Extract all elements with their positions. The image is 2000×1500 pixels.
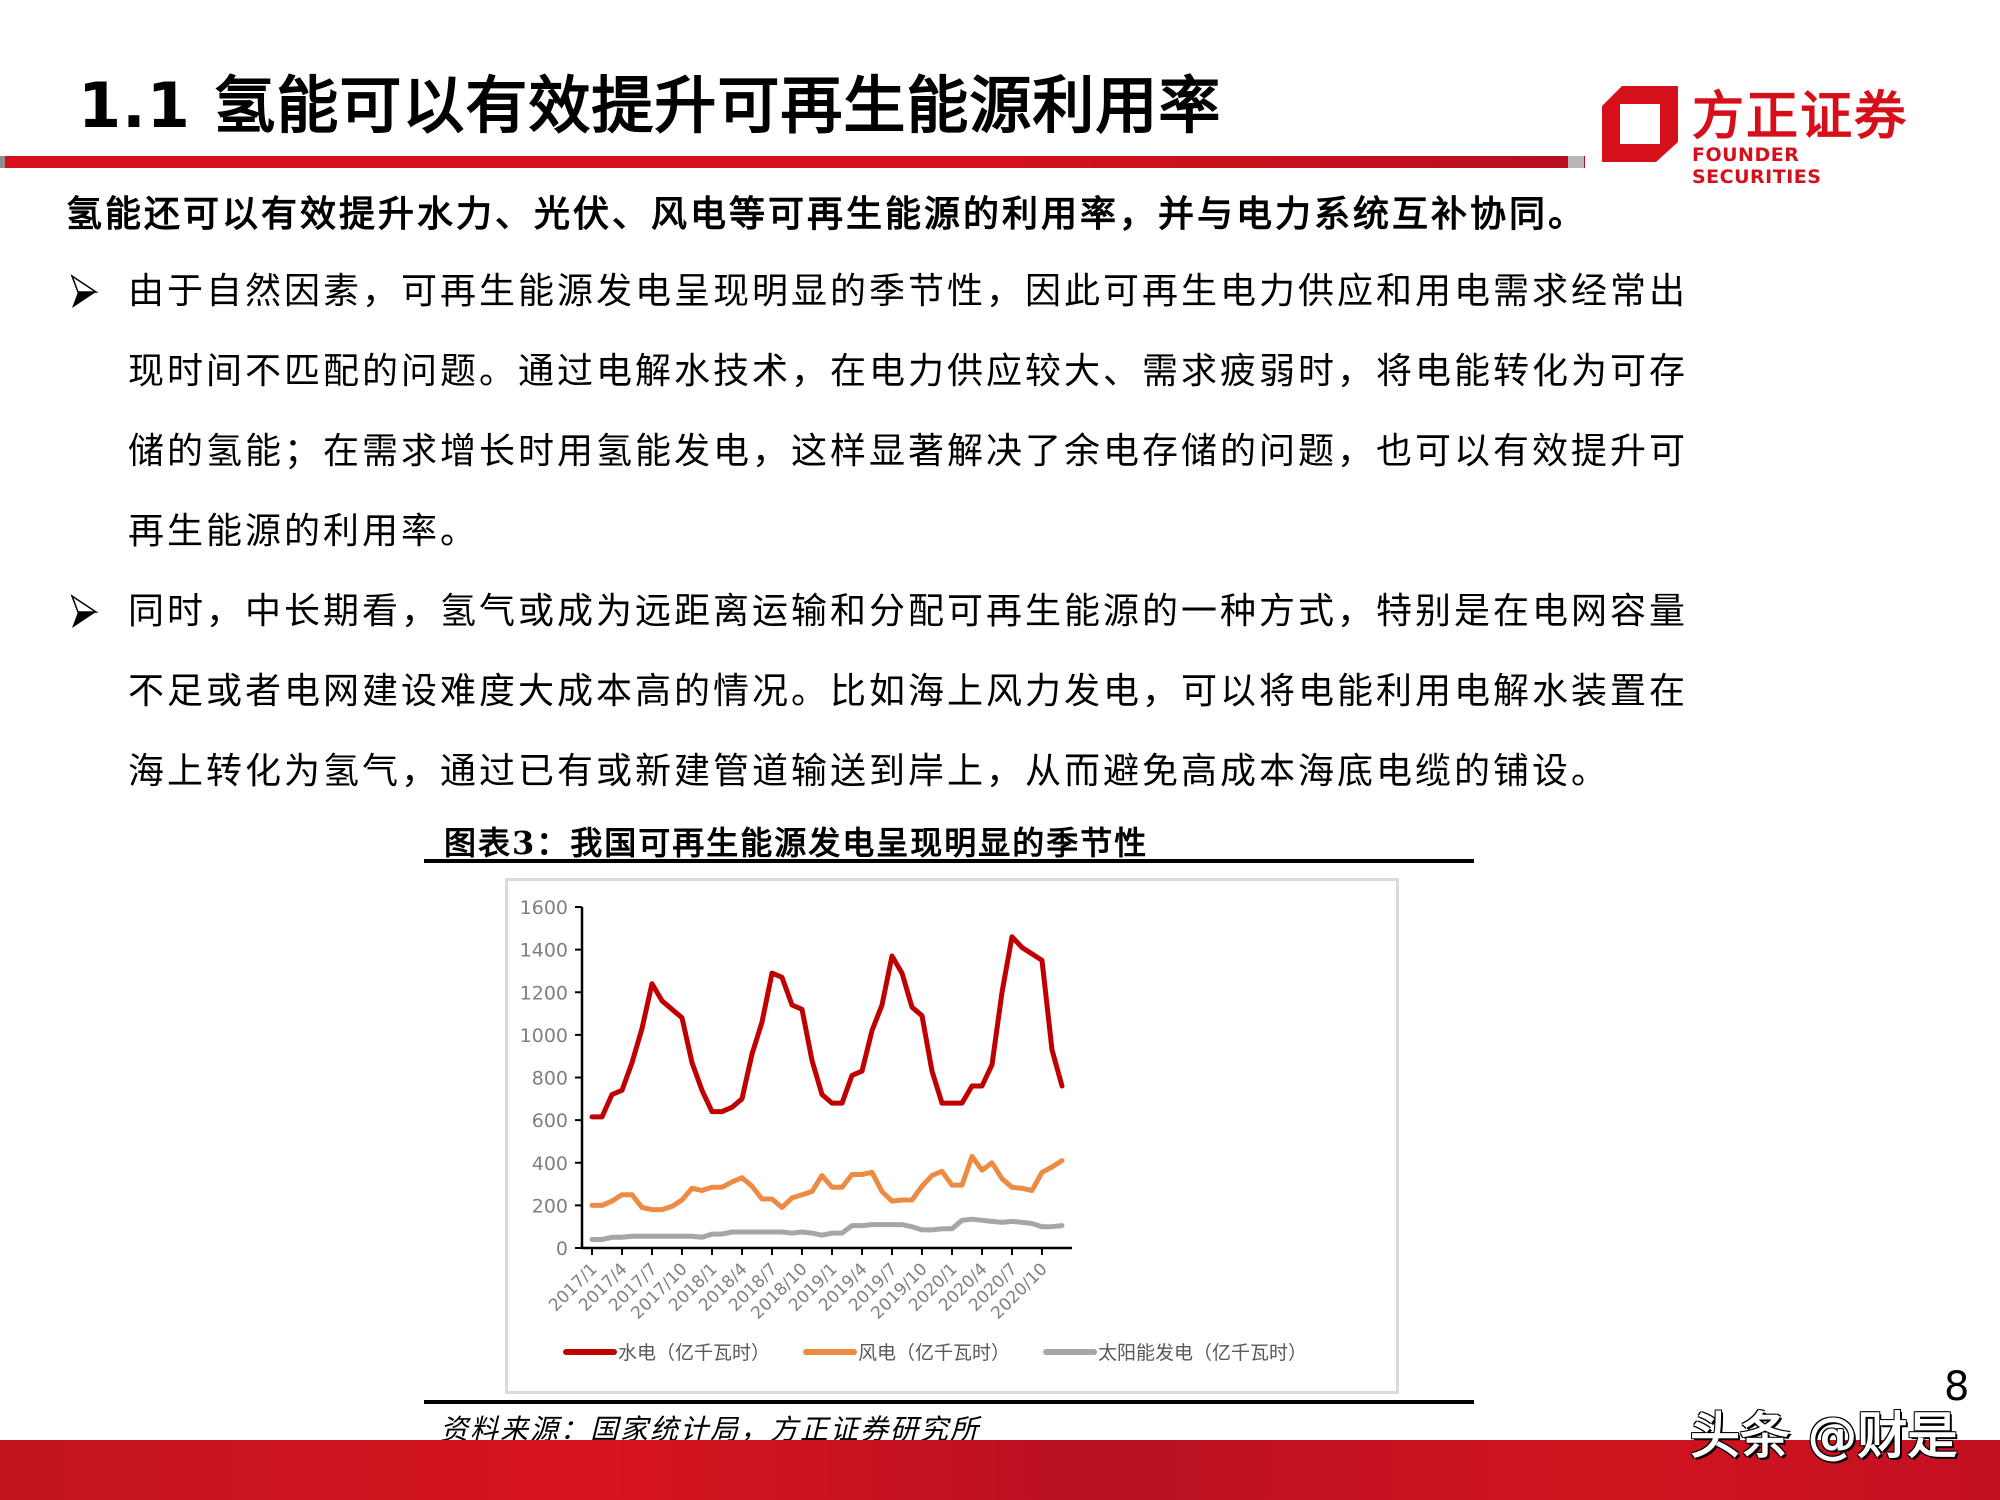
y-tick-label: 400 xyxy=(532,1153,568,1175)
logo-chinese-name: 方正证券 xyxy=(1692,87,1909,147)
legend-label: 太阳能发电（亿千瓦时） xyxy=(1098,1342,1307,1364)
bullet-line: 现时间不匹配的问题。通过电解水技术，在电力供应较大、需求疲弱时，将电能转化为可存 xyxy=(128,351,1689,392)
arrow-bullet-icon xyxy=(70,274,99,308)
page-title: 1.1 氢能可以有效提升可再生能源利用率 xyxy=(78,69,1222,142)
bullet-line: 由于自然因素，可再生能源发电呈现明显的季节性，因此可再生电力供应和用电需求经常出 xyxy=(128,271,1689,312)
figure-title: 图表3：我国可再生能源发电呈现明显的季节性 xyxy=(444,824,1149,862)
line-chart: 020040060080010001200140016002017/12017/… xyxy=(520,897,1307,1364)
bullet-long-distance: 同时，中长期看，氢气或成为远距离运输和分配可再生能源的一种方式，特别是在电网容量… xyxy=(66,572,1966,812)
footer-band xyxy=(0,1440,2000,1500)
founder-securities-logo: 方正证券 FOUNDER SECURITIES xyxy=(1600,74,1930,188)
bullet-line: 储的氢能；在需求增长时用氢能发电，这样显著解决了余电存储的问题，也可以有效提升可 xyxy=(128,431,1689,472)
title-underline xyxy=(0,156,1585,168)
bullet-seasonality: 由于自然因素，可再生能源发电呈现明显的季节性，因此可再生电力供应和用电需求经常出… xyxy=(66,252,1966,572)
page-number: 8 xyxy=(1944,1364,1970,1410)
series-line xyxy=(589,1216,1065,1242)
series-line xyxy=(589,934,1065,1120)
bullet-line: 不足或者电网建设难度大成本高的情况。比如海上风力发电，可以将电能利用电解水装置在 xyxy=(128,671,1689,712)
y-tick-label: 600 xyxy=(532,1110,568,1132)
y-tick-label: 0 xyxy=(556,1238,568,1260)
logo-english-name: FOUNDER SECURITIES xyxy=(1692,144,1822,188)
legend-label: 水电（亿千瓦时） xyxy=(618,1342,770,1364)
watermark: 头条 @财是 xyxy=(1690,1407,1958,1465)
source-rule xyxy=(424,1400,1474,1404)
bullet-line: 海上转化为氢气，通过已有或新建管道输送到岸上，从而避免高成本海底电缆的铺设。 xyxy=(128,751,1611,792)
arrow-bullet-icon xyxy=(70,594,99,628)
lead-paragraph: 氢能还可以有效提升水力、光伏、风电等可再生能源的利用率，并与电力系统互补协同。 xyxy=(66,193,1588,235)
title-underline-end xyxy=(1568,156,1584,168)
legend-label: 风电（亿千瓦时） xyxy=(858,1342,1010,1364)
y-tick-label: 1400 xyxy=(520,940,568,962)
bullet-line: 再生能源的利用率。 xyxy=(128,511,480,552)
y-tick-label: 1200 xyxy=(520,982,568,1004)
y-tick-label: 1600 xyxy=(520,897,568,919)
figure-title-rule xyxy=(424,859,1474,863)
series-line xyxy=(589,1153,1065,1213)
chart-container: 0 200 400 600 800 1000 1200 1400 1600 2017/1 2017/… xyxy=(505,878,1399,1394)
bullet-line: 同时，中长期看，氢气或成为远距离运输和分配可再生能源的一种方式，特别是在电网容量 xyxy=(128,591,1689,632)
y-tick-label: 1000 xyxy=(520,1025,568,1047)
founder-logo-mark-icon xyxy=(1602,86,1678,162)
y-tick-label: 800 xyxy=(532,1068,568,1090)
y-tick-label: 200 xyxy=(532,1195,568,1217)
